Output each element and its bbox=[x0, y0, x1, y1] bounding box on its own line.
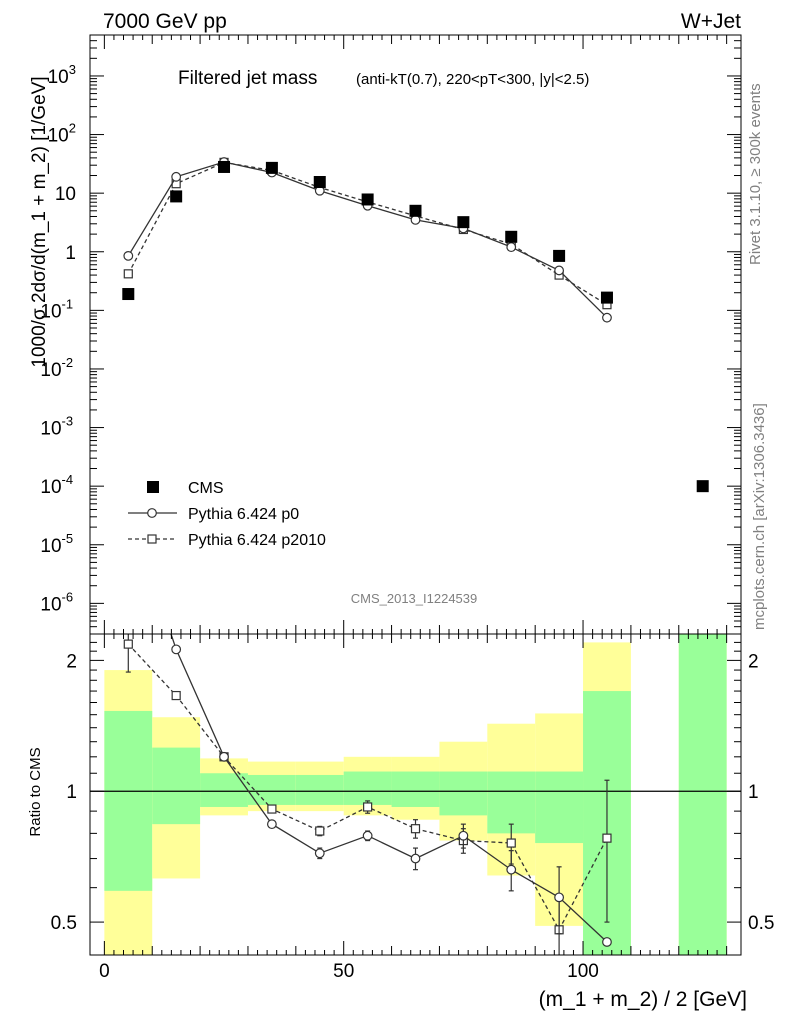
p2010-point bbox=[123, 269, 133, 279]
ratio-y-tick-label: 2 bbox=[66, 651, 77, 672]
legend: CMS Pythia 6.424 p0 Pythia 6.424 p2010 bbox=[128, 480, 326, 549]
main-y-tick-label: 10-6 bbox=[40, 589, 73, 615]
ratio-y-tick-label-right: 1 bbox=[748, 782, 759, 803]
legend-marker-p0 bbox=[147, 508, 157, 518]
main-y-tick-label: 10-1 bbox=[40, 296, 73, 322]
ratio-band-green bbox=[487, 771, 536, 834]
main-y-tick-label: 103 bbox=[48, 62, 76, 88]
plot-subtitle: (anti-kT(0.7), 220<pT<300, |y|<2.5) bbox=[356, 71, 589, 88]
ratio-band-green bbox=[439, 771, 488, 816]
main-y-tick-label: 10-2 bbox=[40, 355, 73, 381]
ratio-band-green bbox=[391, 771, 440, 807]
cms-point bbox=[457, 216, 470, 229]
ratio-p0-point bbox=[362, 830, 373, 841]
ratio-p0-point bbox=[602, 937, 612, 947]
p0-line bbox=[127, 161, 608, 319]
ratio-series bbox=[123, 634, 612, 955]
p0-point bbox=[171, 171, 182, 182]
legend-marker-cms bbox=[147, 481, 159, 493]
x-axis-label: (m_1 + m_2) / 2 [GeV] bbox=[539, 988, 747, 1011]
cms-point bbox=[218, 160, 231, 173]
main-y-tick-label: 10-3 bbox=[40, 414, 73, 440]
ratio-band-green bbox=[295, 774, 344, 805]
ratio-band-green bbox=[247, 774, 296, 805]
ratio-p0-point bbox=[410, 853, 421, 864]
legend-label-p2010: Pythia 6.424 p2010 bbox=[188, 532, 326, 549]
main-y-tick-label: 10-5 bbox=[40, 531, 73, 557]
analysis-watermark: CMS_2013_I1224539 bbox=[351, 591, 478, 606]
main-y-tick-label: 10-4 bbox=[40, 472, 73, 498]
ratio-y-axis-label: Ratio to CMS bbox=[27, 747, 44, 836]
ratio-p2010-point bbox=[602, 833, 612, 843]
main-y-tick-label: 10 bbox=[55, 184, 76, 205]
ratio-p2010-point bbox=[506, 838, 516, 848]
ratio-p2010-point bbox=[267, 804, 277, 814]
ratio-y-tick-label: 1 bbox=[66, 782, 77, 803]
cms-point bbox=[600, 291, 613, 304]
p2010-line bbox=[127, 161, 608, 306]
axis-ticks: 0 50 100 10-6 10-5 10-4 10-3 10-2 10-1 1 10 102 103 0… bbox=[40, 34, 774, 982]
main-series bbox=[122, 157, 709, 493]
ratio-band-green bbox=[678, 634, 727, 955]
ratio-p0-point bbox=[314, 848, 325, 859]
cms-point bbox=[313, 176, 326, 189]
cms-point bbox=[265, 161, 278, 174]
header-left-title: 7000 GeV pp bbox=[103, 10, 227, 33]
ratio-p0-point bbox=[554, 892, 565, 903]
ratio-y-tick-label-right: 2 bbox=[748, 651, 759, 672]
cms-point bbox=[409, 204, 422, 217]
ratio-bands bbox=[104, 634, 727, 955]
ratio-band-green bbox=[343, 771, 392, 805]
ratio-p2010-point bbox=[363, 802, 373, 812]
ratio-band-green bbox=[535, 771, 584, 844]
plot-title: Filtered jet mass bbox=[178, 68, 317, 89]
ratio-p2010-point bbox=[171, 690, 181, 701]
axes-frames bbox=[89, 34, 742, 956]
x-tick-label: 0 bbox=[99, 961, 110, 982]
cms-point bbox=[696, 480, 709, 493]
p0-point bbox=[410, 214, 421, 225]
ratio-p2010-point bbox=[410, 824, 421, 834]
legend-label-p0: Pythia 6.424 p0 bbox=[188, 506, 299, 523]
mcplots-label: mcplots.cern.ch [arXiv:1306.3436] bbox=[751, 403, 768, 630]
cms-point bbox=[505, 230, 518, 243]
ratio-p2010-point bbox=[315, 826, 325, 836]
x-tick-label: 50 bbox=[333, 961, 354, 982]
ratio-p2010-point bbox=[123, 639, 133, 649]
ratio-band-green bbox=[104, 710, 153, 891]
cms-point bbox=[361, 193, 374, 206]
p0-point bbox=[123, 250, 134, 261]
ratio-p0-point bbox=[219, 751, 229, 762]
ratio-y-tick-label: 0.5 bbox=[51, 913, 77, 934]
rivet-label: Rivet 3.1.10, ≥ 300k events bbox=[747, 83, 764, 265]
cms-point bbox=[553, 249, 566, 262]
ratio-p0-point bbox=[506, 864, 517, 875]
legend-marker-p2010 bbox=[147, 534, 157, 544]
header-right-title: W+Jet bbox=[681, 10, 741, 33]
legend-label-cms: CMS bbox=[188, 480, 224, 497]
ratio-plot-frame bbox=[89, 633, 742, 956]
p0-point bbox=[554, 265, 565, 276]
p0-point bbox=[506, 242, 517, 253]
main-y-tick-label: 102 bbox=[48, 121, 76, 147]
main-y-axis-label: 1000/σ 2dσ/d(m_1 + m_2) [1/GeV] bbox=[29, 76, 50, 367]
main-y-tick-label: 1 bbox=[65, 243, 76, 264]
ratio-p0-point bbox=[171, 644, 182, 655]
ratio-p0-point bbox=[458, 830, 469, 841]
cms-point bbox=[170, 190, 183, 203]
x-tick-label: 100 bbox=[567, 961, 599, 982]
ratio-band-green bbox=[200, 773, 248, 807]
p0-point bbox=[602, 312, 612, 323]
ratio-p0-point bbox=[266, 819, 277, 830]
cms-point bbox=[122, 288, 135, 301]
ratio-band-green bbox=[152, 747, 201, 825]
ratio-y-tick-label-right: 0.5 bbox=[748, 913, 774, 934]
